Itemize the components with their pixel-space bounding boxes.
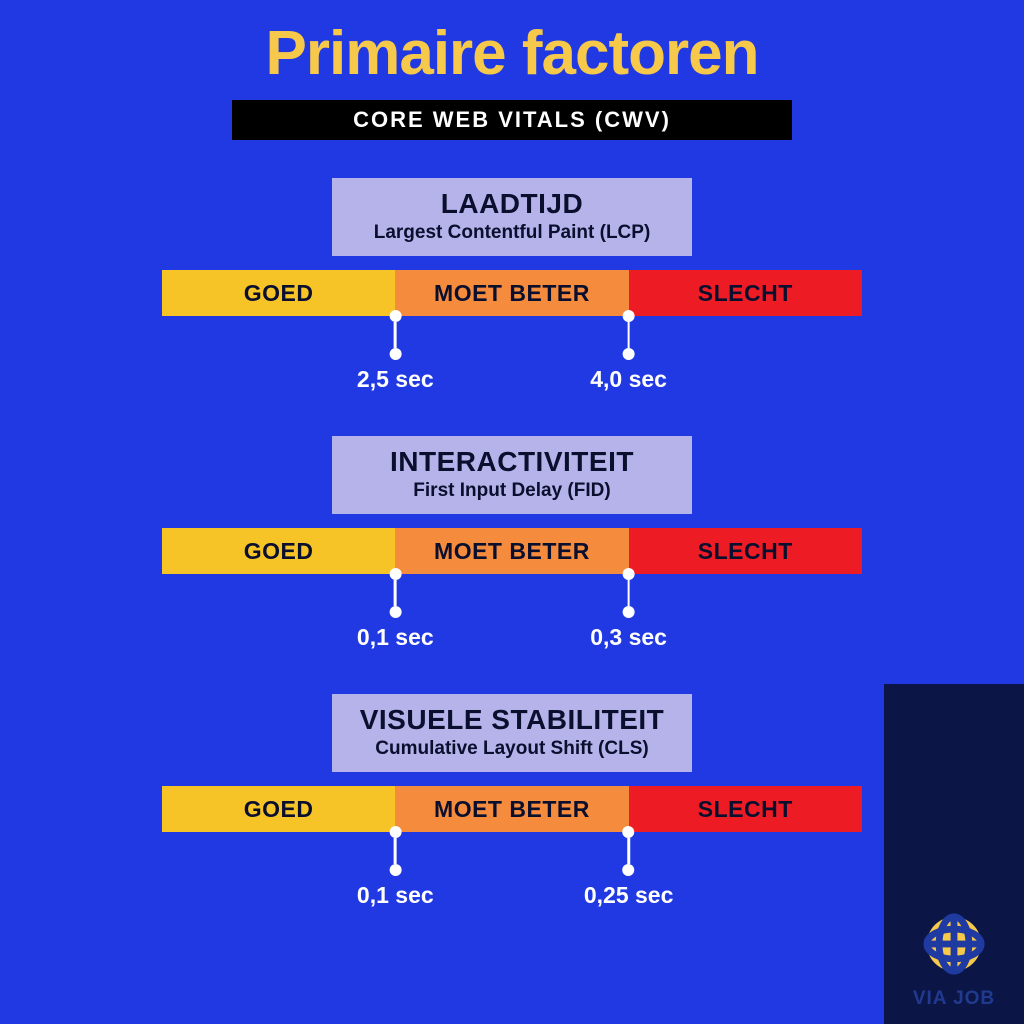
threshold-label: 0,25 sec bbox=[584, 882, 674, 909]
metric-lcp: LAADTIJD Largest Contentful Paint (LCP) … bbox=[162, 178, 862, 386]
metric-cls: VISUELE STABILITEIT Cumulative Layout Sh… bbox=[162, 694, 862, 902]
threshold-label: 0,3 sec bbox=[590, 624, 667, 651]
threshold-marker: 0,3 sec bbox=[590, 574, 667, 651]
segment-better: MOET BETER bbox=[395, 270, 628, 316]
marker-dot-icon bbox=[389, 826, 401, 838]
marker-stem bbox=[394, 322, 397, 348]
marker-dot-icon bbox=[389, 348, 401, 360]
brand-panel: VIA JOB bbox=[884, 684, 1024, 1024]
marker-dot-icon bbox=[623, 348, 635, 360]
subtitle-text: CORE WEB VITALS (CWV) bbox=[353, 107, 671, 132]
threshold-label: 0,1 sec bbox=[357, 624, 434, 651]
threshold-marker: 0,1 sec bbox=[357, 574, 434, 651]
brand-block: VIA JOB bbox=[884, 913, 1024, 1010]
segment-better: MOET BETER bbox=[395, 528, 628, 574]
metric-title: VISUELE STABILITEIT bbox=[356, 704, 668, 736]
marker-dot-icon bbox=[389, 568, 401, 580]
brand-text: VIA JOB bbox=[884, 988, 1024, 1010]
marker-dot-icon bbox=[623, 864, 635, 876]
metric-header: INTERACTIVITEIT First Input Delay (FID) bbox=[332, 436, 692, 514]
threshold-bar: GOED MOET BETER SLECHT bbox=[162, 786, 862, 832]
segment-good: GOED bbox=[162, 270, 395, 316]
segment-bad: SLECHT bbox=[629, 786, 862, 832]
marker-dot-icon bbox=[623, 568, 635, 580]
threshold-label: 4,0 sec bbox=[590, 366, 667, 393]
metric-subtitle: Cumulative Layout Shift (CLS) bbox=[356, 738, 668, 760]
marker-dot-icon bbox=[623, 606, 635, 618]
segment-bad: SLECHT bbox=[629, 528, 862, 574]
subtitle-bar: CORE WEB VITALS (CWV) bbox=[232, 100, 792, 140]
metric-subtitle: Largest Contentful Paint (LCP) bbox=[356, 222, 668, 244]
marker-dot-icon bbox=[623, 310, 635, 322]
threshold-markers: 0,1 sec 0,25 sec bbox=[162, 832, 862, 902]
metric-fid: INTERACTIVITEIT First Input Delay (FID) … bbox=[162, 436, 862, 644]
threshold-marker: 2,5 sec bbox=[357, 316, 434, 393]
threshold-markers: 2,5 sec 4,0 sec bbox=[162, 316, 862, 386]
marker-dot-icon bbox=[623, 826, 635, 838]
marker-dot-icon bbox=[389, 310, 401, 322]
marker-dot-icon bbox=[389, 864, 401, 876]
marker-stem bbox=[627, 838, 630, 864]
threshold-marker: 0,25 sec bbox=[584, 832, 674, 909]
globe-icon bbox=[923, 913, 985, 975]
infographic-canvas: Primaire factoren CORE WEB VITALS (CWV) … bbox=[0, 0, 1024, 1024]
threshold-bar: GOED MOET BETER SLECHT bbox=[162, 270, 862, 316]
threshold-label: 2,5 sec bbox=[357, 366, 434, 393]
marker-stem bbox=[394, 580, 397, 606]
marker-stem bbox=[627, 322, 630, 348]
metric-header: VISUELE STABILITEIT Cumulative Layout Sh… bbox=[332, 694, 692, 772]
metric-title: LAADTIJD bbox=[356, 188, 668, 220]
segment-bad: SLECHT bbox=[629, 270, 862, 316]
threshold-label: 0,1 sec bbox=[357, 882, 434, 909]
threshold-bar: GOED MOET BETER SLECHT bbox=[162, 528, 862, 574]
metric-header: LAADTIJD Largest Contentful Paint (LCP) bbox=[332, 178, 692, 256]
segment-good: GOED bbox=[162, 528, 395, 574]
metric-subtitle: First Input Delay (FID) bbox=[356, 480, 668, 502]
marker-stem bbox=[394, 838, 397, 864]
page-title: Primaire factoren bbox=[0, 18, 1024, 89]
marker-dot-icon bbox=[389, 606, 401, 618]
marker-stem bbox=[627, 580, 630, 606]
segment-good: GOED bbox=[162, 786, 395, 832]
threshold-marker: 4,0 sec bbox=[590, 316, 667, 393]
threshold-markers: 0,1 sec 0,3 sec bbox=[162, 574, 862, 644]
threshold-marker: 0,1 sec bbox=[357, 832, 434, 909]
segment-better: MOET BETER bbox=[395, 786, 628, 832]
metric-title: INTERACTIVITEIT bbox=[356, 446, 668, 478]
